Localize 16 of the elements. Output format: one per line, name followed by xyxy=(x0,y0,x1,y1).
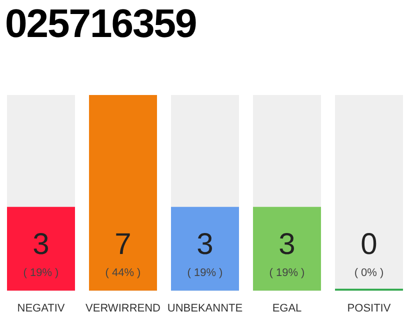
x-tick-label: VERWIRREND xyxy=(86,302,161,314)
x-tick-label: UNBEKANNTE xyxy=(167,302,243,314)
data-label: 3 xyxy=(196,228,214,262)
data-label: 3 xyxy=(278,228,296,262)
x-tick-label: POSITIV xyxy=(347,302,392,314)
x-tick-label: NEGATIV xyxy=(17,302,66,314)
chart-title: 025716359 xyxy=(5,1,198,48)
data-label: 0 xyxy=(360,228,378,262)
data-label: 3 xyxy=(32,228,50,262)
annotation: ( 0% ) xyxy=(354,266,384,279)
x-tick-label: EGAL xyxy=(272,302,302,314)
annotation: ( 44% ) xyxy=(105,266,141,279)
data-label: 7 xyxy=(114,228,132,262)
annotation: ( 19% ) xyxy=(187,266,223,279)
annotation: ( 19% ) xyxy=(269,266,305,279)
annotation: ( 19% ) xyxy=(23,266,59,279)
